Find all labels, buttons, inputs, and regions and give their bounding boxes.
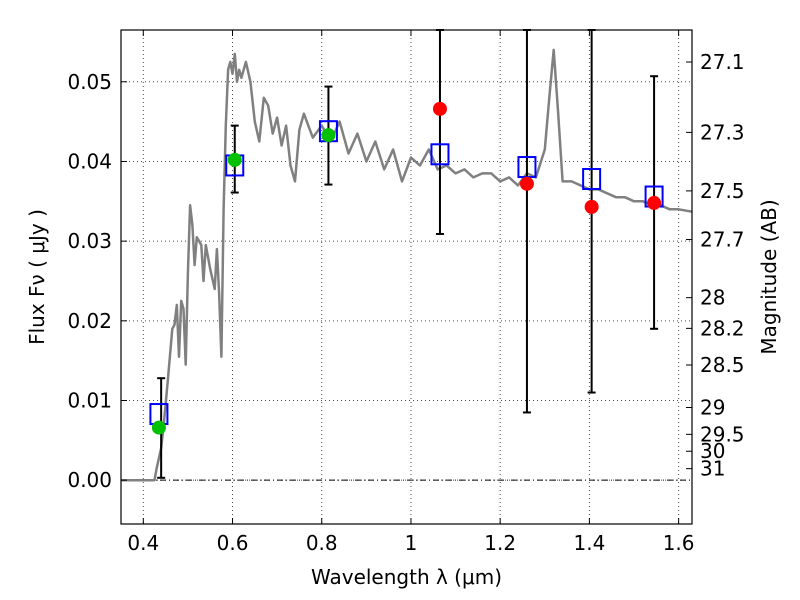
plot-frame xyxy=(120,29,693,525)
y2-tick-label: 27.5 xyxy=(700,179,745,203)
detection-point xyxy=(321,128,336,143)
measurement-point xyxy=(647,195,662,210)
y-tick-label: 0.00 xyxy=(67,468,112,492)
model-flux-marker xyxy=(430,143,450,166)
grid xyxy=(121,30,692,524)
x-tick-label: 0.8 xyxy=(306,531,338,555)
y2-tick-label: 27.1 xyxy=(700,50,745,74)
y2-axis-title: Magnitude (AB) xyxy=(757,199,781,354)
x-axis: 0.4 0.6 0.8 1 1.2 1.4 1.6 xyxy=(127,30,695,555)
y-tick-label: 0.02 xyxy=(67,309,112,333)
y2-tick-label: 28.5 xyxy=(700,353,745,377)
model-spectrum-line xyxy=(121,48,693,482)
y2-tick-label: 30 xyxy=(700,439,725,463)
x-tick-label: 1.6 xyxy=(663,531,695,555)
y-tick-label: 0.04 xyxy=(67,149,112,173)
y-tick-label: 0.05 xyxy=(67,70,112,94)
measurement-point xyxy=(519,176,534,191)
y2-tick-label: 27.7 xyxy=(700,228,745,252)
measurement-point xyxy=(584,199,599,214)
x-axis-title: Wavelength λ (μm) xyxy=(311,565,502,589)
x-tick-label: 1.4 xyxy=(573,531,605,555)
y2-tick-label: 28 xyxy=(700,286,725,310)
y-tick-label: 0.03 xyxy=(67,229,112,253)
x-tick-label: 0.6 xyxy=(217,531,249,555)
model-flux-marker xyxy=(582,167,602,190)
plot-content xyxy=(121,29,693,482)
y2-tick-label: 31 xyxy=(700,457,725,481)
x-tick-label: 1 xyxy=(405,531,418,555)
y2-tick-label: 28.2 xyxy=(700,316,745,340)
detection-point xyxy=(227,152,242,167)
x-tick-label: 1.2 xyxy=(484,531,516,555)
measurement-point xyxy=(432,101,447,116)
x-tick-label: 0.4 xyxy=(127,531,159,555)
y2-tick-label: 29.5 xyxy=(700,422,745,446)
detection-point xyxy=(151,420,166,435)
y-axis: 0.00 0.01 0.02 0.03 0.04 0.05 xyxy=(67,70,127,492)
y2-tick-label: 29 xyxy=(700,396,725,420)
y-tick-label: 0.01 xyxy=(67,389,112,413)
y-axis-title: Flux Fν ( μJy ) xyxy=(25,209,49,345)
y2-tick-label: 27.3 xyxy=(700,120,745,144)
